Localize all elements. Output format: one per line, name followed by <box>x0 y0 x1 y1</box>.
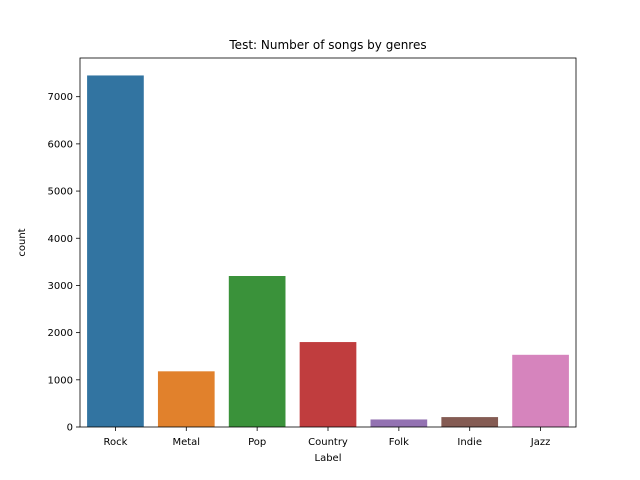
y-tick-label-3000: 3000 <box>48 281 73 292</box>
x-tick-label-rock: Rock <box>103 437 127 448</box>
bar-rock <box>87 75 144 428</box>
x-tick-label-pop: Pop <box>248 437 266 448</box>
bar-metal <box>157 371 215 427</box>
y-tick-label-2000: 2000 <box>48 328 73 339</box>
x-tick-label-indie: Indie <box>457 437 482 448</box>
bar-pop <box>228 276 286 427</box>
y-ticks-layer: 0 1000 2000 3000 4000 5000 6000 7000 <box>48 92 80 434</box>
bar-country <box>299 342 357 427</box>
chart-title: Test: Number of songs by genres <box>228 38 426 52</box>
y-tick-label-0: 0 <box>67 423 73 434</box>
bar-folk <box>370 419 428 427</box>
y-tick-label-5000: 5000 <box>48 187 73 198</box>
bars-layer <box>87 75 569 428</box>
bar-jazz <box>512 354 569 427</box>
x-tick-label-folk: Folk <box>389 437 409 448</box>
x-tick-label-metal: Metal <box>172 437 200 448</box>
x-tick-label-country: Country <box>308 437 348 448</box>
x-ticks-layer: Rock Metal Pop Country Folk Indie Jazz <box>103 427 550 448</box>
bar-indie <box>441 417 499 427</box>
x-tick-label-jazz: Jazz <box>530 437 551 448</box>
x-axis-label: Label <box>315 453 342 464</box>
y-tick-label-1000: 1000 <box>48 375 73 386</box>
y-axis-label: count <box>17 228 28 256</box>
y-tick-label-4000: 4000 <box>48 234 73 245</box>
y-tick-label-6000: 6000 <box>48 139 73 150</box>
y-tick-label-7000: 7000 <box>48 92 73 103</box>
